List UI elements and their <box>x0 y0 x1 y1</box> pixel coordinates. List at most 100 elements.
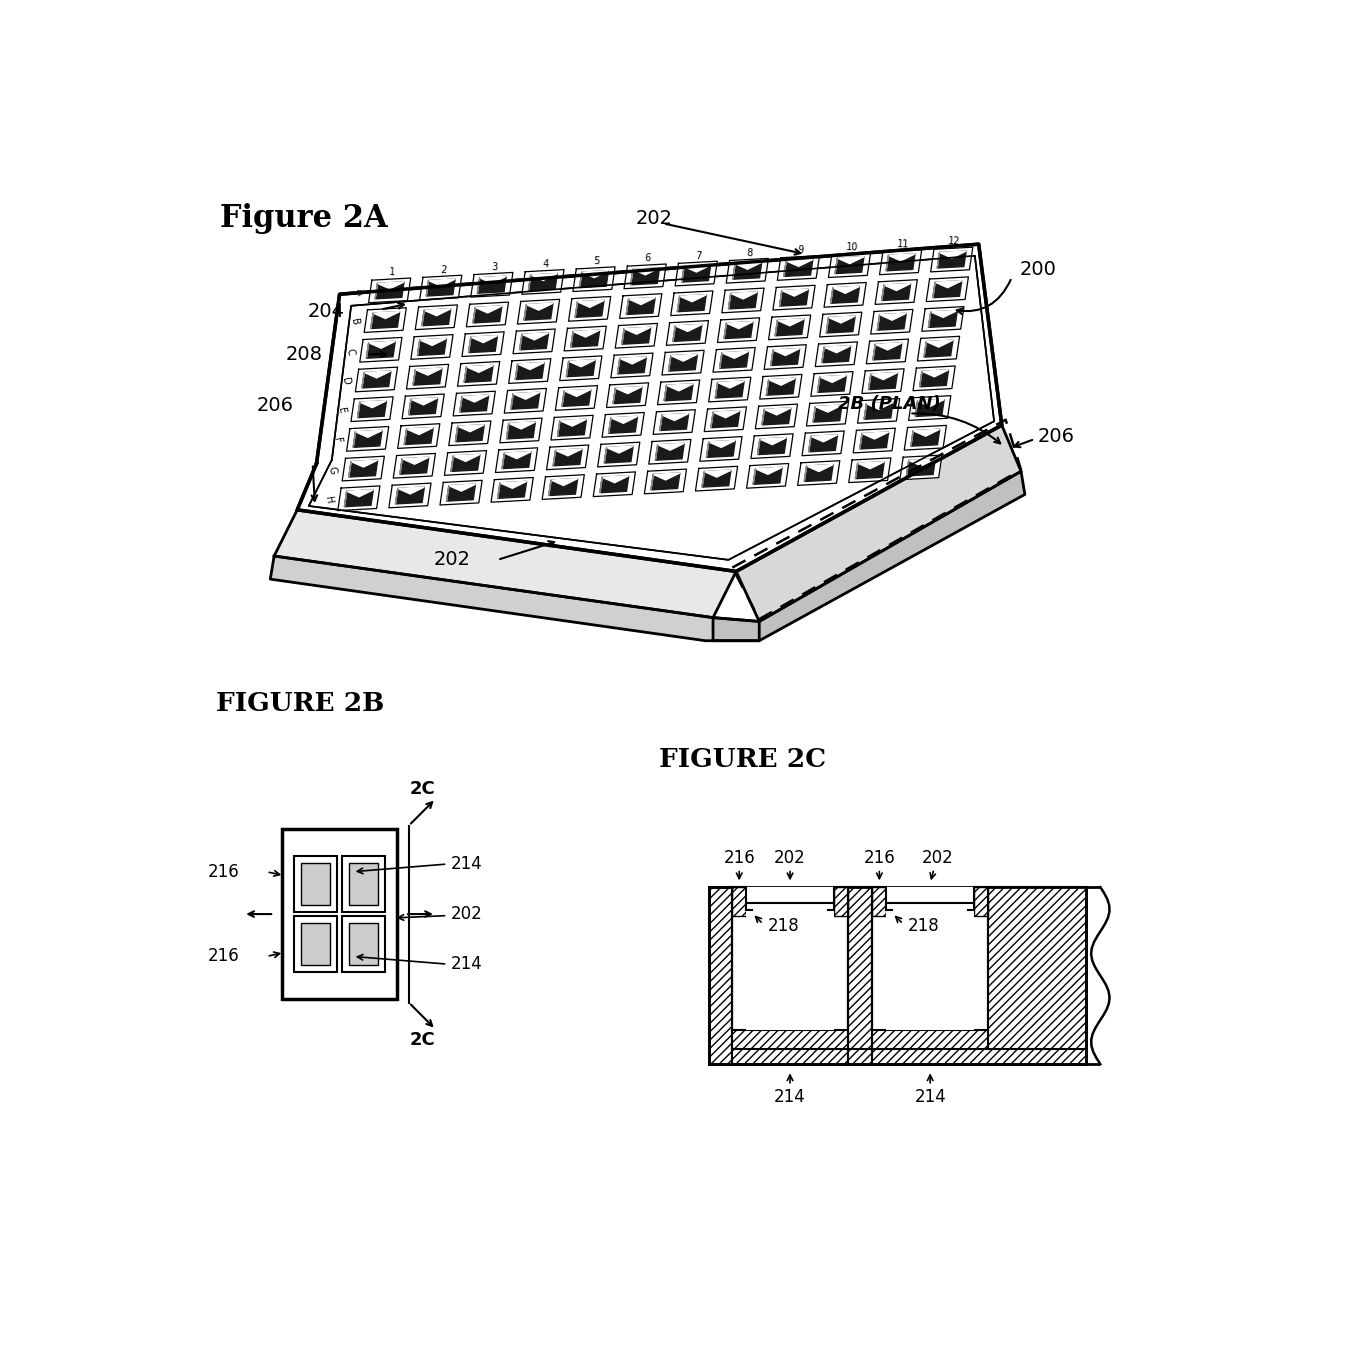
Polygon shape <box>677 297 680 312</box>
Polygon shape <box>471 336 497 343</box>
Polygon shape <box>509 422 535 429</box>
Polygon shape <box>924 342 927 357</box>
Polygon shape <box>573 267 616 291</box>
Polygon shape <box>408 397 438 415</box>
Polygon shape <box>624 327 651 335</box>
Text: 202: 202 <box>636 210 673 229</box>
Polygon shape <box>566 359 595 377</box>
Polygon shape <box>719 352 722 369</box>
Polygon shape <box>504 388 546 414</box>
Polygon shape <box>815 342 857 366</box>
Polygon shape <box>818 377 820 392</box>
Polygon shape <box>606 382 648 407</box>
Polygon shape <box>450 456 453 471</box>
Polygon shape <box>344 490 373 506</box>
Polygon shape <box>920 372 921 387</box>
Polygon shape <box>358 400 386 418</box>
Text: Figure 2A: Figure 2A <box>220 203 388 234</box>
Polygon shape <box>755 467 782 474</box>
Polygon shape <box>878 313 906 331</box>
Polygon shape <box>429 279 455 286</box>
Polygon shape <box>601 478 602 493</box>
Polygon shape <box>581 271 609 278</box>
Polygon shape <box>910 429 939 446</box>
Polygon shape <box>627 298 655 314</box>
Polygon shape <box>777 256 819 280</box>
Polygon shape <box>411 335 453 359</box>
Polygon shape <box>562 391 564 407</box>
Polygon shape <box>927 340 953 347</box>
Bar <box>295 916 337 972</box>
Polygon shape <box>478 276 506 293</box>
Polygon shape <box>718 381 744 388</box>
Polygon shape <box>617 357 647 374</box>
Polygon shape <box>460 395 489 412</box>
Polygon shape <box>415 305 457 329</box>
Polygon shape <box>517 299 560 324</box>
Polygon shape <box>347 426 389 452</box>
Polygon shape <box>736 263 762 269</box>
Polygon shape <box>440 480 482 505</box>
Polygon shape <box>509 359 551 384</box>
Polygon shape <box>602 476 629 483</box>
Polygon shape <box>871 373 897 380</box>
Polygon shape <box>551 415 594 440</box>
Polygon shape <box>931 310 957 317</box>
Polygon shape <box>366 343 369 358</box>
Polygon shape <box>531 274 557 280</box>
Polygon shape <box>371 312 400 328</box>
Polygon shape <box>403 395 444 419</box>
Polygon shape <box>468 336 497 352</box>
Polygon shape <box>931 248 973 272</box>
Polygon shape <box>932 280 962 298</box>
Polygon shape <box>571 331 599 347</box>
Polygon shape <box>453 391 495 416</box>
Text: 202: 202 <box>921 849 954 867</box>
Polygon shape <box>474 306 502 323</box>
Polygon shape <box>343 456 385 480</box>
Polygon shape <box>631 269 633 284</box>
Polygon shape <box>779 289 808 306</box>
Polygon shape <box>659 415 662 430</box>
Polygon shape <box>358 401 360 418</box>
Polygon shape <box>811 436 838 442</box>
Polygon shape <box>864 403 893 419</box>
Polygon shape <box>415 369 442 376</box>
Text: G: G <box>328 465 339 475</box>
Polygon shape <box>822 347 824 362</box>
Polygon shape <box>708 377 751 401</box>
Polygon shape <box>676 324 702 332</box>
Polygon shape <box>506 423 509 438</box>
Bar <box>872 902 988 1029</box>
Polygon shape <box>676 261 718 286</box>
Polygon shape <box>753 467 782 485</box>
Polygon shape <box>808 436 838 452</box>
Polygon shape <box>658 444 684 450</box>
Polygon shape <box>768 314 811 340</box>
Polygon shape <box>762 410 764 425</box>
Polygon shape <box>766 380 768 395</box>
Polygon shape <box>375 282 404 299</box>
Polygon shape <box>571 332 573 347</box>
Polygon shape <box>513 392 539 399</box>
Polygon shape <box>773 286 815 310</box>
Text: 216: 216 <box>864 849 895 867</box>
Polygon shape <box>863 431 889 440</box>
Polygon shape <box>797 460 839 486</box>
Polygon shape <box>622 329 624 344</box>
Text: 218: 218 <box>908 916 939 935</box>
Polygon shape <box>764 344 807 369</box>
Text: 3: 3 <box>491 261 498 272</box>
Polygon shape <box>784 261 786 276</box>
Polygon shape <box>355 430 382 437</box>
Polygon shape <box>426 280 429 297</box>
Polygon shape <box>829 316 854 323</box>
Polygon shape <box>598 442 640 467</box>
Polygon shape <box>723 323 726 339</box>
Polygon shape <box>906 459 935 476</box>
Polygon shape <box>889 255 915 261</box>
Text: 206: 206 <box>257 396 293 415</box>
Polygon shape <box>860 431 889 449</box>
Polygon shape <box>713 471 1025 641</box>
Polygon shape <box>553 450 556 465</box>
